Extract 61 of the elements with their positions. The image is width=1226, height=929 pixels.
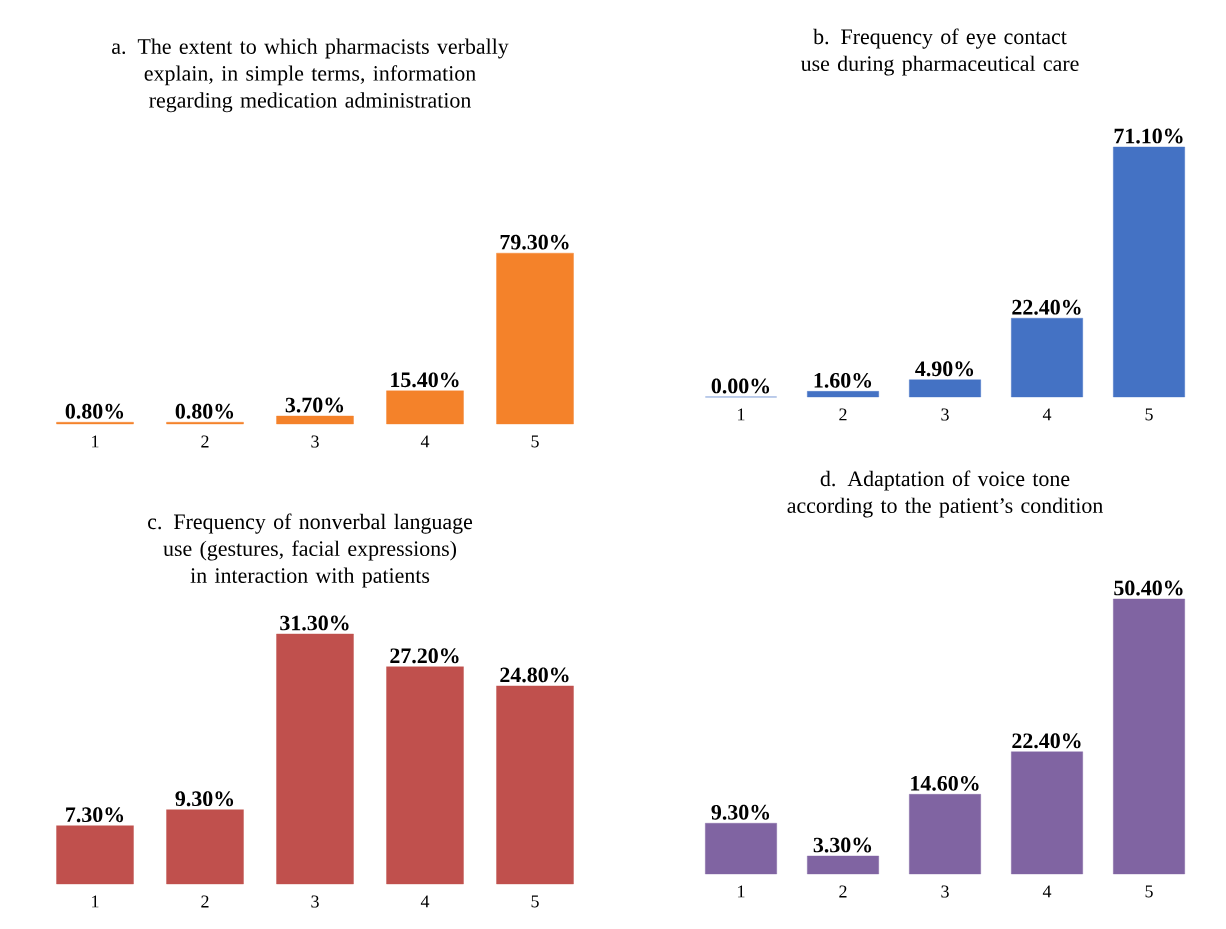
x-tick-label: 4 xyxy=(420,435,430,448)
chart-title: d. Adaptation of voice tone according to the patient’s condition xyxy=(787,470,1103,518)
data-label: 50.40% xyxy=(1114,580,1183,596)
bar xyxy=(1113,598,1185,875)
data-label: 9.30% xyxy=(711,804,770,820)
data-label: 27.20% xyxy=(390,648,459,664)
x-tick-label: 2 xyxy=(201,435,209,448)
data-label: 3.30% xyxy=(813,837,872,853)
data-label: 4.90% xyxy=(915,361,974,377)
x-tick-label: 2 xyxy=(201,895,209,908)
data-label: 14.60% xyxy=(911,775,979,791)
x-tick-label: 5 xyxy=(531,895,539,908)
data-label: 0.80% xyxy=(65,403,124,419)
x-tick-label: 3 xyxy=(941,408,949,421)
data-label: 24.80% xyxy=(500,667,569,683)
x-tick-label: 5 xyxy=(1145,408,1153,421)
data-label: 7.30% xyxy=(66,807,124,823)
data-label: 0.00% xyxy=(711,378,770,394)
bar xyxy=(276,633,354,885)
data-label: 0.80% xyxy=(175,403,234,419)
x-tick-label: 4 xyxy=(1042,885,1052,898)
bar xyxy=(496,252,574,425)
x-tick-label: 2 xyxy=(839,885,847,898)
x-tick-label: 3 xyxy=(311,895,319,908)
data-label: 71.10% xyxy=(1114,128,1183,144)
bar xyxy=(496,685,574,885)
x-tick-label: 1 xyxy=(92,895,99,908)
x-tick-label: 5 xyxy=(1145,885,1153,898)
data-label: 1.60% xyxy=(814,372,872,388)
bar xyxy=(1011,318,1083,398)
x-tick-label: 1 xyxy=(738,885,745,898)
x-tick-label: 3 xyxy=(941,885,949,898)
data-label: 22.40% xyxy=(1012,299,1081,315)
chart-title: c. Frequency of nonverbal language use (gestures, facial expressions) in interaction with patients xyxy=(148,513,473,588)
x-tick-label: 5 xyxy=(531,435,539,448)
data-label: 79.30% xyxy=(500,234,569,250)
bar xyxy=(386,666,464,885)
bar xyxy=(276,415,354,425)
x-tick-label: 4 xyxy=(1042,408,1052,421)
x-tick-label: 3 xyxy=(311,435,319,448)
bar xyxy=(807,391,879,398)
bar xyxy=(166,809,244,885)
bar xyxy=(909,794,981,875)
bar xyxy=(705,823,777,875)
data-label: 9.30% xyxy=(175,791,234,807)
bar xyxy=(909,379,981,398)
x-tick-label: 2 xyxy=(839,408,847,421)
bar xyxy=(386,390,464,425)
data-label: 3.70% xyxy=(285,397,344,413)
bar xyxy=(807,855,879,875)
chart-title: a. The extent to which pharmacists verbally explain, in simple terms, information regarding medication administration xyxy=(112,38,509,113)
x-tick-label: 4 xyxy=(420,895,430,908)
data-label: 15.40% xyxy=(391,372,459,388)
x-tick-label: 1 xyxy=(92,435,99,448)
data-label: 31.30% xyxy=(280,615,349,631)
bar xyxy=(1113,146,1185,398)
chart-title: b. Frequency of eye contact use during pharmaceutical care xyxy=(800,28,1079,76)
x-tick-label: 1 xyxy=(738,408,745,421)
bar xyxy=(56,825,134,885)
data-label: 22.40% xyxy=(1012,733,1081,749)
bar xyxy=(1011,751,1083,875)
